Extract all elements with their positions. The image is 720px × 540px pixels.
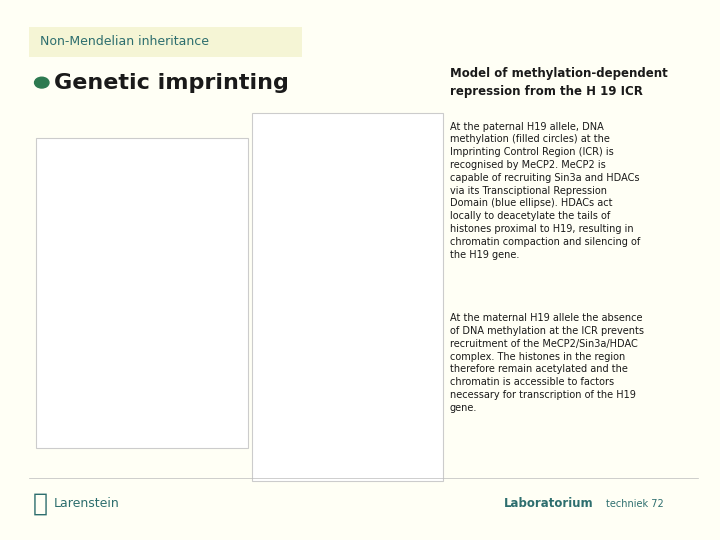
Bar (252, 113, 443, 481)
Text: At the maternal H19 allele the absence
of DNA methylation at the ICR prevents
re: At the maternal H19 allele the absence o… (450, 313, 644, 413)
Text: Laboratorium: Laboratorium (504, 497, 593, 510)
Text: Larenstein: Larenstein (54, 497, 120, 510)
Bar (36, 138, 248, 448)
Text: Non-Mendelian inheritance: Non-Mendelian inheritance (40, 35, 209, 48)
Text: Model of methylation-dependent
repression from the H 19 ICR: Model of methylation-dependent repressio… (450, 68, 667, 98)
Text: techniek 72: techniek 72 (606, 499, 663, 509)
Text: At the paternal H19 allele, DNA
methylation (filled circles) at the
Imprinting C: At the paternal H19 allele, DNA methylat… (450, 122, 640, 260)
Bar (29, 27, 302, 57)
Text: ℓ: ℓ (32, 492, 48, 515)
Text: Genetic imprinting: Genetic imprinting (54, 72, 289, 93)
Circle shape (35, 77, 49, 88)
